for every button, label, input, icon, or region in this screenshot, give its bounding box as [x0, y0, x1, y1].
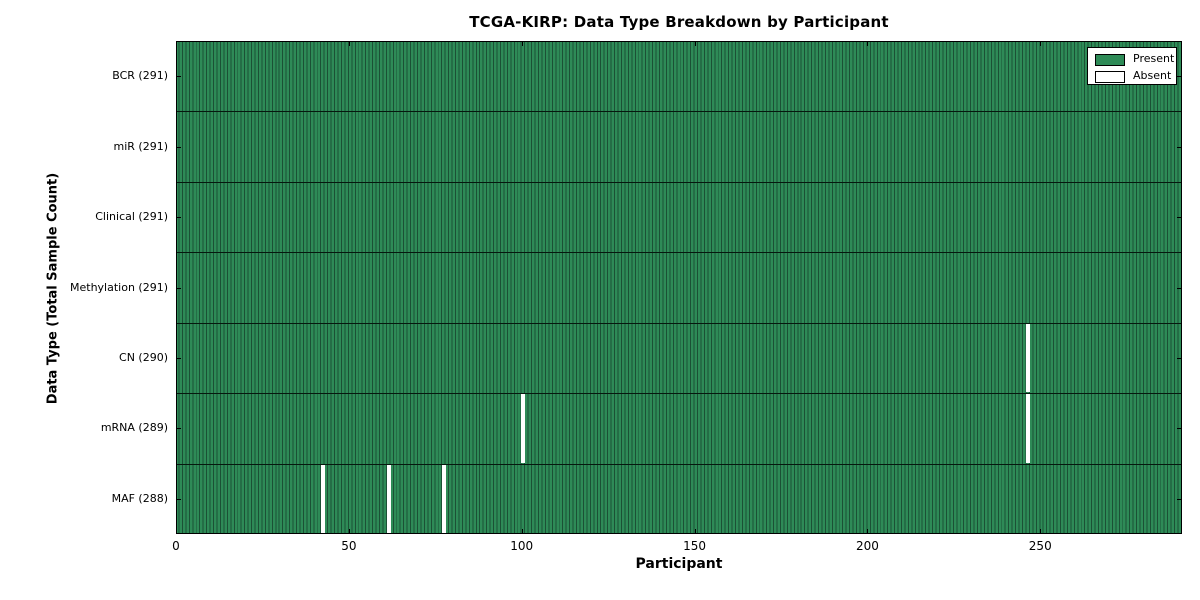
x-tick-top	[867, 41, 869, 46]
x-tick-top	[694, 41, 696, 46]
x-tick-bottom	[176, 529, 177, 534]
y-tick-left	[176, 217, 181, 219]
y-tick-label-mrna: mRNA (289)	[100, 421, 168, 435]
y-tick-right	[1177, 217, 1182, 219]
row-divider	[176, 252, 1182, 254]
y-tick-right	[1177, 357, 1182, 359]
x-tick-top	[348, 41, 350, 46]
y-tick-label-mir: miR (291)	[113, 139, 169, 153]
x-tick-bottom	[1040, 529, 1042, 534]
x-tick-top	[1040, 41, 1042, 46]
y-tick-label-bcr: BCR (291)	[112, 69, 168, 83]
y-tick-label-methylation: Methylation (291)	[70, 280, 168, 294]
absent-swatch	[1095, 71, 1125, 83]
row-divider	[176, 463, 1182, 465]
x-tick-label-200: 200	[855, 539, 879, 553]
y-tick-label-cn: CN (290)	[119, 350, 168, 364]
x-tick-label-150: 150	[683, 539, 706, 553]
x-tick-bottom	[867, 529, 869, 534]
y-tick-left	[176, 357, 181, 359]
y-tick-left	[176, 498, 181, 500]
x-tick-label-50: 50	[341, 539, 357, 553]
y-tick-left	[176, 146, 181, 148]
row-divider	[176, 181, 1182, 183]
y-tick-label-clinical: Clinical (291)	[95, 210, 168, 224]
y-tick-right	[1177, 428, 1182, 430]
y-tick-left	[176, 428, 181, 430]
present-swatch	[1095, 54, 1125, 66]
row-divider	[176, 393, 1182, 395]
legend-label-absent: Absent	[1133, 69, 1172, 82]
absent-bar-mrna-246	[1026, 394, 1031, 463]
y-tick-right	[1177, 146, 1182, 148]
legend-row-present: Present	[1088, 52, 1176, 66]
x-tick-bottom	[348, 529, 350, 534]
x-tick-bottom	[694, 529, 696, 534]
y-tick-label-maf: MAF (288)	[111, 491, 168, 505]
x-axis-label: Participant	[635, 556, 723, 572]
y-tick-right	[1177, 498, 1182, 500]
row-divider	[176, 111, 1182, 113]
absent-bar-maf-77	[441, 464, 446, 533]
absent-bar-maf-61	[386, 464, 391, 533]
absent-bar-cn-246	[1026, 323, 1031, 393]
absent-bar-mrna-100	[521, 394, 526, 463]
x-tick-bottom	[521, 529, 523, 534]
x-tick-top	[176, 41, 177, 46]
row-divider	[176, 322, 1182, 324]
y-tick-right	[1177, 76, 1182, 78]
x-tick-label-250: 250	[1028, 539, 1052, 553]
legend-row-absent: Absent	[1088, 69, 1176, 83]
plot-frame	[176, 41, 1182, 534]
absent-bar-maf-42	[320, 464, 325, 533]
x-tick-label-0: 0	[172, 539, 180, 553]
x-tick-top	[521, 41, 523, 46]
y-tick-left	[176, 76, 181, 78]
y-tick-left	[176, 287, 181, 289]
plot-area	[176, 41, 1182, 534]
y-tick-right	[1177, 287, 1182, 289]
legend: Present Absent	[1087, 47, 1177, 85]
chart-title: TCGA-KIRP: Data Type Breakdown by Partic…	[469, 13, 889, 31]
legend-label-present: Present	[1133, 52, 1175, 65]
x-tick-label-100: 100	[510, 539, 534, 553]
